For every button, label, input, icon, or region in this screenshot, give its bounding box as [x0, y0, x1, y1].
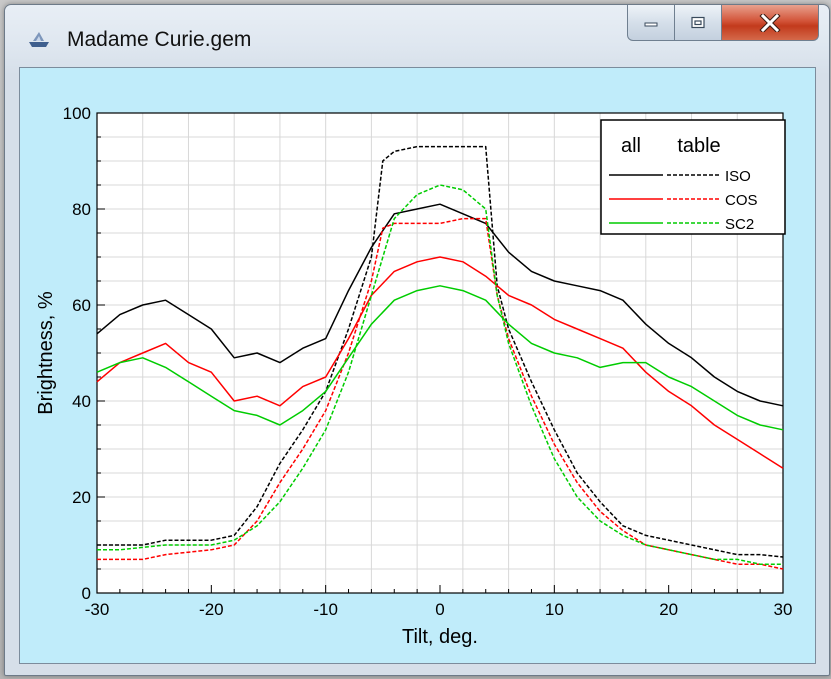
y-tick-label: 80 [72, 200, 91, 219]
chart-panel: -30 -20 -10 0 10 20 30 0 20 40 60 80 100 Tilt, deg. … [19, 67, 816, 664]
x-tick-label: 20 [659, 600, 678, 619]
minimize-icon [644, 22, 658, 26]
legend-box [600, 119, 786, 235]
title-bar[interactable]: Madame Curie.gem [5, 5, 829, 67]
series-iso-solid [96, 203, 784, 407]
minimize-button[interactable] [627, 5, 675, 41]
x-tick-label: 30 [774, 600, 793, 619]
x-tick-label: 0 [435, 600, 444, 619]
legend: all table ISO COS SC2 [600, 119, 786, 235]
series-sc2-dashed [97, 184, 783, 565]
y-axis-label: Brightness, % [35, 291, 57, 415]
window-title: Madame Curie.gem [67, 28, 252, 51]
series-iso-dashed [97, 145, 784, 558]
maximize-button[interactable] [674, 5, 722, 41]
y-tick-label: 40 [72, 392, 91, 411]
y-tick-label: 60 [72, 296, 91, 315]
x-tick-label: -10 [313, 600, 338, 619]
y-tick-label: 0 [82, 584, 91, 603]
x-axis-label: Tilt, deg. [402, 626, 478, 648]
legend-entry-label: SC2 [725, 216, 754, 233]
series-cos-solid [96, 256, 784, 469]
ship-icon [29, 32, 49, 47]
x-tick-label: -20 [199, 600, 224, 619]
y-tick-label: 100 [63, 104, 91, 123]
app-window: Madame Curie.gem -30 -20 -10 0 10 20 30 0 20 40 60… [4, 4, 830, 676]
legend-entry-label: ISO [725, 168, 751, 185]
series-sc2-solid [96, 285, 784, 431]
legend-header-table: table [677, 135, 720, 157]
close-button[interactable] [721, 5, 819, 41]
x-tick-label: 10 [545, 600, 564, 619]
series-lines [96, 145, 784, 570]
legend-entry-label: COS [725, 192, 758, 209]
close-icon [759, 13, 781, 32]
y-tick-label: 20 [72, 488, 91, 507]
axis-ticks: -30 -20 -10 0 10 20 30 0 20 40 60 80 100 [63, 104, 793, 619]
maximize-icon [691, 16, 705, 28]
legend-header-all: all [621, 135, 641, 157]
x-tick-label: -30 [85, 600, 110, 619]
series-cos-dashed [97, 217, 784, 570]
